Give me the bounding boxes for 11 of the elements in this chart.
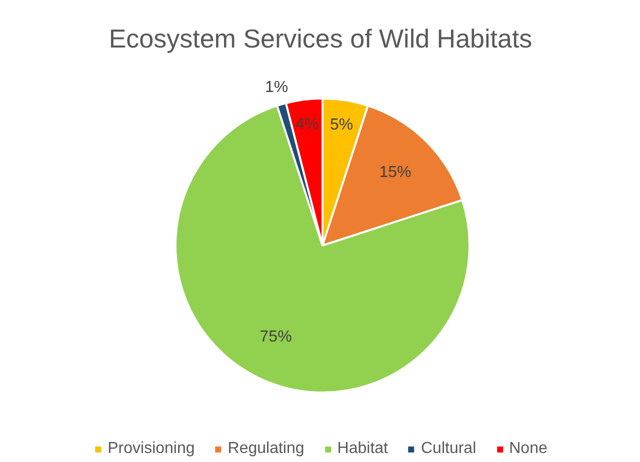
data-label: 4% bbox=[296, 116, 319, 133]
data-label: 1% bbox=[265, 78, 288, 96]
legend-label: Habitat bbox=[337, 440, 388, 458]
data-label: 5% bbox=[330, 116, 354, 134]
legend-label: Cultural bbox=[420, 440, 476, 458]
data-label: 15% bbox=[379, 164, 412, 182]
data-label: 75% bbox=[260, 328, 292, 346]
chart-title: Ecosystem Services of Wild Habitats bbox=[108, 24, 532, 54]
legend-label: Regulating bbox=[228, 440, 304, 458]
legend-label: None bbox=[509, 440, 548, 458]
legend-label: Provisioning bbox=[108, 440, 195, 458]
